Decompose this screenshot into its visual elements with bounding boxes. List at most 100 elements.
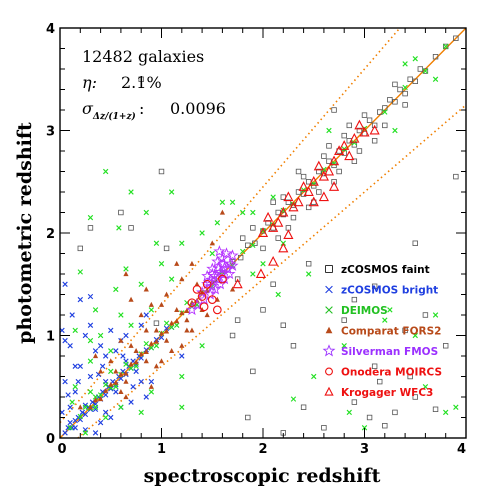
data-point: [229, 332, 236, 339]
data-point: [334, 145, 345, 155]
data-point: [87, 404, 94, 410]
data-point: [196, 286, 209, 298]
data-point: [77, 413, 83, 420]
data-point: [308, 176, 319, 186]
legend-marker: [325, 306, 333, 314]
data-point: [128, 399, 134, 405]
data-point: [123, 361, 129, 367]
data-point: [366, 117, 373, 123]
data-point: [402, 84, 408, 91]
data-point: [128, 225, 134, 231]
legend-item: zCOSMOS bright: [325, 285, 438, 297]
data-point: [202, 279, 212, 289]
data-point: [133, 348, 139, 353]
data-point: [285, 199, 292, 205]
data-point: [102, 414, 109, 421]
data-point: [168, 324, 175, 330]
data-point: [318, 170, 329, 181]
data-point: [308, 196, 319, 207]
data-point: [148, 378, 155, 385]
data-point: [138, 281, 144, 287]
data-point: [377, 109, 383, 115]
data-point: [163, 328, 170, 334]
data-point: [278, 242, 289, 253]
data-point: [174, 322, 180, 328]
data-point: [92, 307, 99, 313]
scatter-value: 0.0096: [170, 99, 226, 118]
data-point: [138, 312, 144, 318]
data-point: [133, 368, 139, 375]
data-point: [113, 384, 119, 390]
data-point: [169, 320, 175, 326]
data-point: [128, 296, 134, 302]
data-point: [453, 35, 459, 41]
data-point: [123, 271, 129, 277]
data-point: [280, 322, 286, 328]
data-point: [422, 68, 429, 74]
data-point: [382, 105, 388, 111]
data-point: [298, 181, 309, 191]
data-point: [148, 340, 154, 346]
data-point: [382, 109, 388, 115]
legend-marker: [322, 344, 336, 357]
data-point: [443, 43, 449, 50]
data-point: [344, 150, 355, 161]
data-point: [371, 122, 378, 129]
data-point: [293, 196, 304, 207]
series-krogager-wfc3: [232, 119, 380, 289]
data-point: [341, 317, 347, 323]
data-point: [371, 363, 378, 369]
x-tick-label: 1: [157, 442, 166, 457]
data-point: [339, 140, 350, 150]
data-point: [351, 399, 358, 405]
legend-label: Comparat FORS2: [341, 326, 441, 338]
data-point: [62, 337, 68, 344]
data-point: [174, 307, 180, 312]
data-point: [265, 220, 271, 226]
outlier-fraction-symbol: η:: [82, 73, 97, 92]
data-point: [326, 143, 332, 149]
data-point: [206, 267, 219, 280]
data-point: [158, 334, 165, 341]
data-point: [163, 325, 170, 332]
y-tick-label: 0: [46, 432, 55, 447]
data-point: [113, 286, 119, 293]
data-point: [153, 338, 160, 344]
data-point: [371, 283, 378, 289]
data-point: [158, 168, 165, 175]
y-tick-label: 4: [46, 22, 55, 37]
data-point: [199, 230, 205, 236]
data-point: [92, 404, 99, 410]
data-point: [67, 419, 73, 426]
data-point: [397, 86, 403, 93]
data-point: [318, 191, 329, 202]
data-point: [128, 342, 134, 348]
data-point: [82, 402, 89, 408]
data-point: [128, 322, 134, 328]
data-point: [305, 261, 312, 267]
reference-lines: [60, 28, 466, 438]
data-point: [102, 168, 109, 175]
data-point: [190, 298, 204, 310]
data-point: [211, 255, 224, 267]
data-point: [148, 383, 154, 389]
data-point: [87, 322, 94, 328]
data-point: [275, 235, 281, 241]
data-point: [187, 298, 197, 308]
data-point: [206, 262, 219, 275]
data-point: [432, 76, 439, 82]
data-point: [179, 276, 185, 282]
data-point: [331, 107, 337, 113]
data-point: [290, 214, 297, 221]
outlier-fraction-value: 2.1%: [121, 73, 162, 92]
data-point: [407, 76, 413, 82]
data-point: [118, 209, 124, 216]
data-point: [179, 404, 185, 410]
data-point: [392, 127, 398, 134]
data-point: [331, 179, 337, 185]
data-point: [168, 189, 175, 195]
data-point: [87, 214, 94, 221]
data-point: [260, 245, 266, 252]
data-point: [412, 394, 418, 400]
legend-marker: [325, 285, 333, 294]
